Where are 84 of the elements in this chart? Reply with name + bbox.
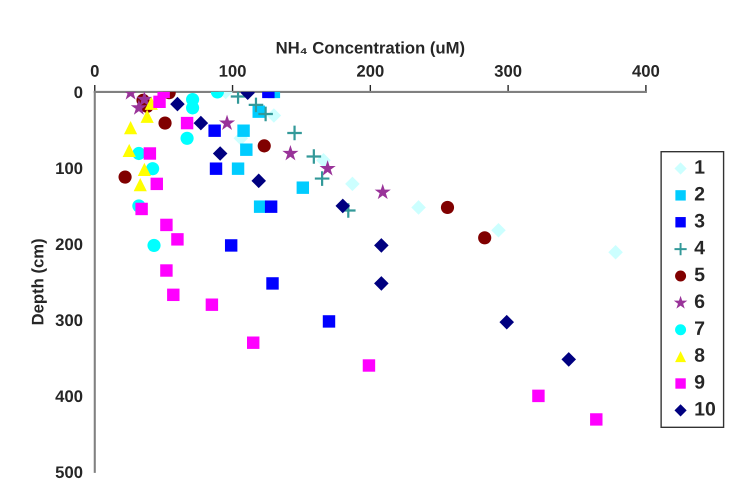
point (206, 298, 218, 311)
point (266, 108, 282, 123)
y-tick-label: 500 (56, 466, 82, 478)
y-tick-label: 100 (56, 162, 82, 174)
x-tick-label: 100 (220, 65, 246, 77)
point (135, 202, 148, 216)
point (561, 352, 576, 367)
point (232, 162, 244, 175)
point (296, 181, 310, 194)
point (362, 359, 376, 372)
x-axis-title: NH₄ Concentration (uM) (276, 41, 464, 57)
point (210, 162, 222, 175)
point (218, 114, 236, 130)
legend-label: 9 (694, 375, 704, 389)
point (138, 162, 151, 176)
point (411, 200, 426, 215)
point (335, 198, 350, 214)
point (258, 139, 271, 152)
legend-label: 6 (694, 294, 704, 308)
y-tick-label: 400 (55, 390, 82, 402)
point (122, 144, 136, 158)
x-tick-label: 0 (90, 65, 99, 77)
legend-label: 4 (694, 240, 705, 254)
point (212, 146, 228, 161)
point (170, 96, 185, 112)
point (167, 288, 180, 302)
point (194, 116, 208, 130)
point (140, 110, 154, 123)
point (124, 121, 138, 134)
point (440, 200, 454, 214)
point (134, 178, 147, 192)
legend-label: 2 (694, 186, 704, 200)
point (374, 184, 391, 200)
point (532, 390, 545, 402)
y-tick-label: 200 (56, 238, 82, 250)
point (153, 96, 166, 108)
point (264, 200, 278, 213)
point (374, 238, 389, 253)
x-tick-label: 400 (632, 65, 660, 77)
point (257, 106, 274, 122)
point (478, 231, 492, 244)
point (590, 413, 603, 426)
legend-label: 10 (695, 402, 716, 416)
point (248, 96, 264, 114)
point (180, 116, 194, 130)
point (345, 176, 360, 192)
point (608, 244, 623, 260)
point (286, 124, 303, 142)
legend-label: 3 (694, 214, 704, 228)
legend-label: 7 (695, 321, 704, 335)
y-tick-label: 300 (56, 314, 82, 326)
point (374, 276, 389, 291)
point (491, 222, 506, 238)
point (171, 233, 184, 246)
legend-label: 1 (695, 160, 704, 174)
point (208, 124, 221, 137)
y-axis-title: Depth (cm) (31, 239, 47, 324)
x-tick-label: 300 (494, 65, 522, 77)
point (147, 238, 161, 252)
legend-label: 8 (694, 348, 704, 362)
x-tick-label: 200 (357, 65, 384, 77)
point (144, 147, 156, 160)
point (160, 218, 173, 232)
point (247, 336, 260, 349)
point (180, 132, 194, 145)
point (305, 148, 322, 165)
point (320, 160, 336, 176)
legend-label: 5 (694, 268, 704, 282)
point (266, 277, 279, 290)
point (282, 144, 299, 160)
point (251, 174, 266, 188)
point (130, 99, 147, 115)
point (118, 170, 132, 184)
point (160, 264, 173, 277)
point (158, 116, 172, 130)
point (237, 124, 250, 137)
point (322, 315, 336, 328)
point (314, 170, 330, 187)
point (240, 143, 253, 156)
y-tick-label: 0 (74, 86, 82, 98)
point (224, 239, 238, 252)
point (150, 178, 163, 190)
point (316, 153, 331, 168)
point (499, 314, 514, 330)
